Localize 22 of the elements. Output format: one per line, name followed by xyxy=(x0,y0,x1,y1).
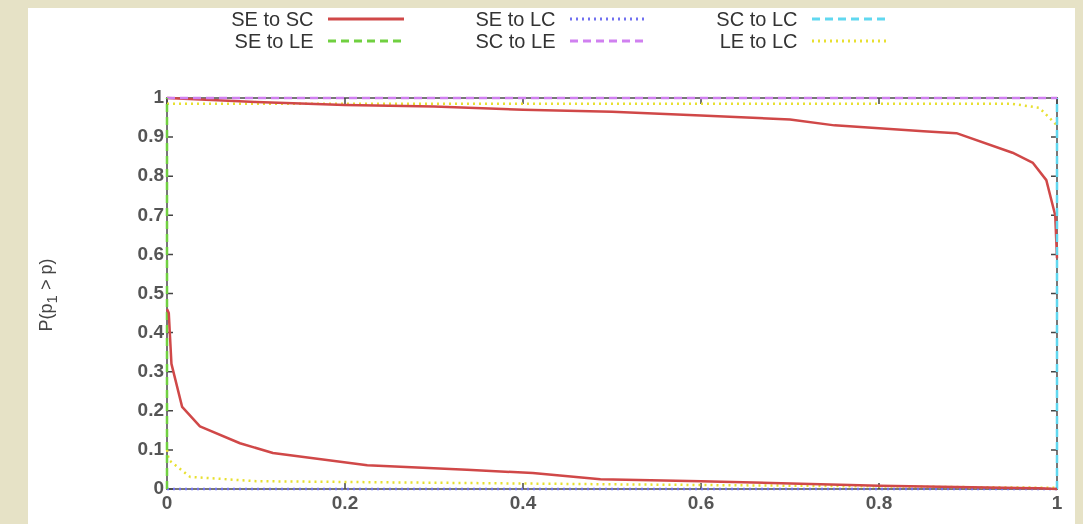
y-tick-label: 0.3 xyxy=(137,359,164,381)
y-tick-label: 0.6 xyxy=(137,242,164,264)
y-tick-label: 0.2 xyxy=(137,399,164,421)
x-tick-label: 0.6 xyxy=(687,491,715,513)
x-tick-label: 0.4 xyxy=(509,491,537,513)
y-tick-label: 0.4 xyxy=(137,320,165,342)
y-tick-label: 1 xyxy=(153,86,165,108)
x-tick-label: 0.8 xyxy=(865,491,893,513)
y-tick-label: 0 xyxy=(153,477,164,499)
y-tick-label: 0.8 xyxy=(137,164,164,186)
legend-label: SE to SC xyxy=(230,8,314,30)
legend-label: SE to LE xyxy=(233,30,314,52)
y-tick-label: 0.1 xyxy=(137,438,165,460)
y-tick-label: 0.7 xyxy=(137,203,164,225)
legend-label: SE to LC xyxy=(474,8,556,30)
legend-label: SC to LE xyxy=(474,30,556,52)
y-tick-label: 0.5 xyxy=(137,281,165,303)
y-tick-label: 0.9 xyxy=(137,125,164,147)
x-tick-label: 1 xyxy=(1051,491,1063,513)
legend-label: LE to LC xyxy=(718,30,798,52)
x-tick-label: 0.2 xyxy=(331,491,359,513)
legend-label: SC to LC xyxy=(715,8,798,30)
